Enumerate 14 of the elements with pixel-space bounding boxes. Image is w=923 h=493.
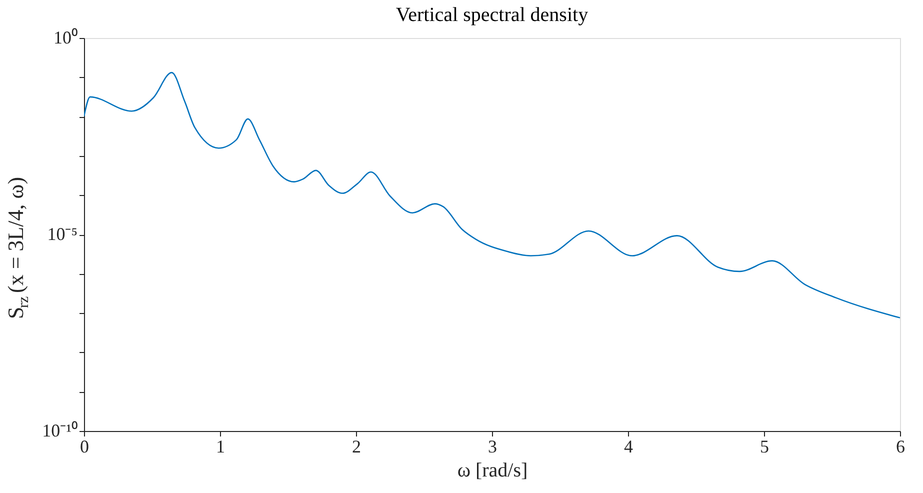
- x-tick-label: 1: [216, 436, 225, 456]
- x-axis-title: ω [rad/s]: [457, 460, 528, 482]
- line-series: [84, 72, 900, 318]
- x-tick-label: 5: [760, 436, 769, 456]
- x-tick-label: 2: [352, 436, 361, 456]
- x-tick-label: 3: [488, 436, 497, 456]
- x-tick-label: 4: [624, 436, 633, 456]
- y-tick-label: 10⁰: [54, 28, 78, 48]
- x-tick-label: 6: [896, 436, 905, 456]
- y-tick-label: 10⁻⁵: [47, 224, 78, 244]
- chart-title: Vertical spectral density: [396, 4, 588, 26]
- y-tick-label: 10⁻¹⁰: [42, 420, 78, 440]
- y-axis-title: Srz(x = 3L/4, ω): [3, 176, 32, 319]
- x-tick-label: 0: [80, 436, 89, 456]
